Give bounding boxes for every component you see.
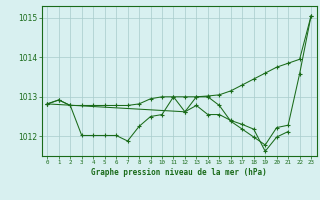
X-axis label: Graphe pression niveau de la mer (hPa): Graphe pression niveau de la mer (hPa) xyxy=(91,168,267,177)
